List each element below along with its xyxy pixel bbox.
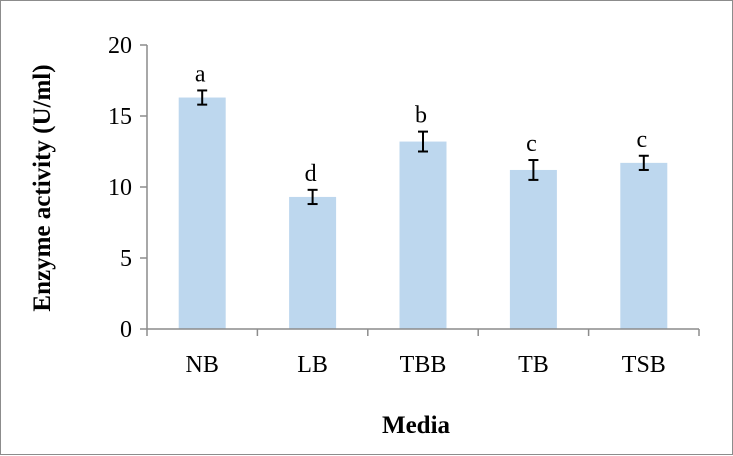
significance-label-lb: d (305, 161, 317, 187)
y-tick-label: 0 (120, 317, 132, 343)
bar-lb (289, 196, 337, 329)
x-category-label-tb: TB (518, 352, 549, 378)
y-axis-ticks: 0 5 10 15 20 (108, 33, 147, 343)
error-bar-lb (307, 188, 318, 206)
bar-nb (178, 97, 226, 329)
y-tick-label: 20 (108, 33, 132, 59)
significance-label-tb: c (526, 131, 537, 157)
significance-label-tsb: c (636, 127, 647, 153)
x-category-label-tsb: TSB (622, 352, 666, 378)
y-tick-label: 15 (108, 104, 132, 130)
error-bar-tsb (638, 154, 649, 171)
y-tick-label: 10 (108, 175, 132, 201)
bar-tbb (399, 141, 447, 329)
x-category-label-nb: NB (186, 352, 219, 378)
x-axis-category-labels: NB LB TBB TB TSB (186, 352, 666, 378)
x-axis-title: Media (382, 412, 451, 439)
x-category-label-tbb: TBB (400, 352, 447, 378)
significance-labels: a d b c c (195, 61, 647, 186)
significance-label-tbb: b (415, 103, 427, 129)
error-bars (197, 89, 649, 206)
error-bar-nb (197, 89, 208, 106)
x-axis-ticks (146, 329, 700, 336)
x-category-label-lb: LB (297, 352, 328, 378)
bars (178, 97, 668, 329)
bar-tsb (620, 162, 668, 329)
error-bar-tbb (418, 130, 428, 153)
error-bar-tb (528, 159, 539, 181)
y-tick-label: 5 (120, 246, 132, 272)
y-axis-title: Enzyme activity (U/ml) (29, 64, 56, 311)
significance-label-nb: a (195, 61, 206, 87)
bar-tb (509, 169, 557, 329)
